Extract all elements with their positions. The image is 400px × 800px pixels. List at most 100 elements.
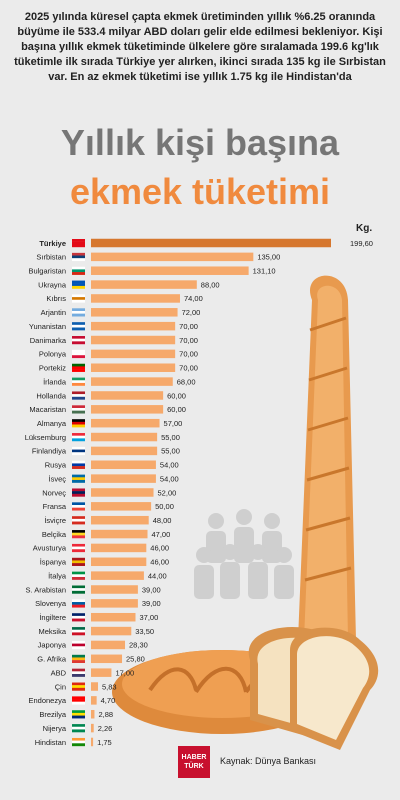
unit-label: Kg. <box>356 223 373 234</box>
value-label: 54,00 <box>160 461 179 470</box>
value-label: 2,26 <box>98 724 113 733</box>
value-label: 60,00 <box>167 405 186 414</box>
flag-icon <box>72 627 85 630</box>
bar <box>91 529 148 539</box>
flag-icon <box>72 322 85 326</box>
country-label: Bulgaristan <box>28 267 66 276</box>
flag-icon <box>72 588 85 592</box>
country-label: Nijerya <box>43 724 67 733</box>
flag-icon <box>72 272 85 275</box>
bar <box>91 737 94 747</box>
bar <box>91 599 138 608</box>
flag-icon <box>72 532 85 536</box>
flag-icon <box>72 452 85 456</box>
value-label: 70,00 <box>179 364 198 373</box>
flag-icon <box>72 585 85 589</box>
flag-icon <box>72 266 85 270</box>
country-label: Almanya <box>37 419 67 428</box>
bar <box>91 502 152 511</box>
bar <box>91 280 197 289</box>
flag-icon <box>72 505 85 508</box>
bar <box>91 709 95 719</box>
bar <box>91 335 176 345</box>
bar <box>91 515 149 525</box>
flag-icon <box>72 491 85 495</box>
flag-icon <box>72 673 85 677</box>
flag-icon <box>72 285 85 289</box>
flag-icon <box>72 394 85 397</box>
country-label: İngiltere <box>39 613 66 622</box>
bar <box>91 266 249 275</box>
country-label: İspanya <box>40 558 67 567</box>
flag-icon <box>72 433 85 436</box>
flag-icon <box>72 590 85 594</box>
flag-icon <box>72 715 85 719</box>
flag-icon <box>72 724 85 727</box>
flag-icon <box>72 405 85 409</box>
value-label: 4,70 <box>101 696 116 705</box>
flag-icon <box>72 685 85 689</box>
country-label: İrlanda <box>43 377 67 386</box>
bar <box>91 405 164 414</box>
value-label: 54,00 <box>160 474 179 483</box>
baguette-icon <box>298 275 357 687</box>
value-label: 25,80 <box>126 655 145 664</box>
flag-icon <box>72 466 85 469</box>
value-label: 39,00 <box>142 585 161 594</box>
flag-icon <box>72 530 85 533</box>
flag-icon <box>72 463 85 467</box>
flag-icon <box>72 493 85 497</box>
flag-icon <box>72 546 85 550</box>
bar <box>91 612 136 622</box>
country-label: Yunanistan <box>29 322 66 331</box>
flag-icon <box>72 349 85 353</box>
bar <box>91 446 158 456</box>
bar <box>91 363 176 372</box>
country-label: İtalya <box>48 571 67 580</box>
country-label: Japonya <box>38 641 67 650</box>
flag-icon <box>72 535 85 539</box>
country-label: Endonezya <box>28 696 66 705</box>
bar <box>91 488 154 497</box>
bar <box>91 391 164 400</box>
bar <box>91 349 176 359</box>
bar <box>91 294 180 303</box>
flag-icon <box>72 629 85 633</box>
country-label: Avusturya <box>33 544 67 553</box>
value-label: 47,00 <box>152 530 171 539</box>
value-label: 135,00 <box>257 253 280 262</box>
value-label: 17,00 <box>115 668 134 677</box>
flag-icon <box>72 521 85 525</box>
bar <box>91 682 99 691</box>
country-label: Lüksemburg <box>25 433 66 442</box>
bar <box>91 460 156 470</box>
value-label: 37,00 <box>139 613 158 622</box>
bar <box>91 474 156 483</box>
flag-icon <box>72 241 85 245</box>
flag-icon <box>72 477 85 481</box>
flag-icon <box>72 657 85 661</box>
flag-icon <box>72 516 85 520</box>
bar <box>91 252 254 262</box>
flag-icon <box>72 336 85 339</box>
country-label: Norveç <box>42 488 66 497</box>
flag-icon <box>72 380 85 384</box>
flag-icon <box>72 258 85 262</box>
country-label: Portekiz <box>39 364 66 373</box>
flag-icon <box>72 560 85 564</box>
country-label: ABD <box>51 668 67 677</box>
flag-icon <box>72 729 85 733</box>
flag-icon <box>72 696 85 700</box>
flag-icon <box>72 687 85 691</box>
value-label: 52,00 <box>158 488 177 497</box>
value-label: 5,83 <box>102 682 117 691</box>
flag-icon <box>72 743 85 747</box>
people-icon <box>194 509 294 599</box>
country-label: Slovenya <box>35 599 67 608</box>
flag-icon <box>72 740 85 744</box>
flag-icon <box>72 294 85 298</box>
country-label: Danimarka <box>30 336 67 345</box>
flag-icon <box>72 712 85 716</box>
flag-icon <box>72 640 85 644</box>
